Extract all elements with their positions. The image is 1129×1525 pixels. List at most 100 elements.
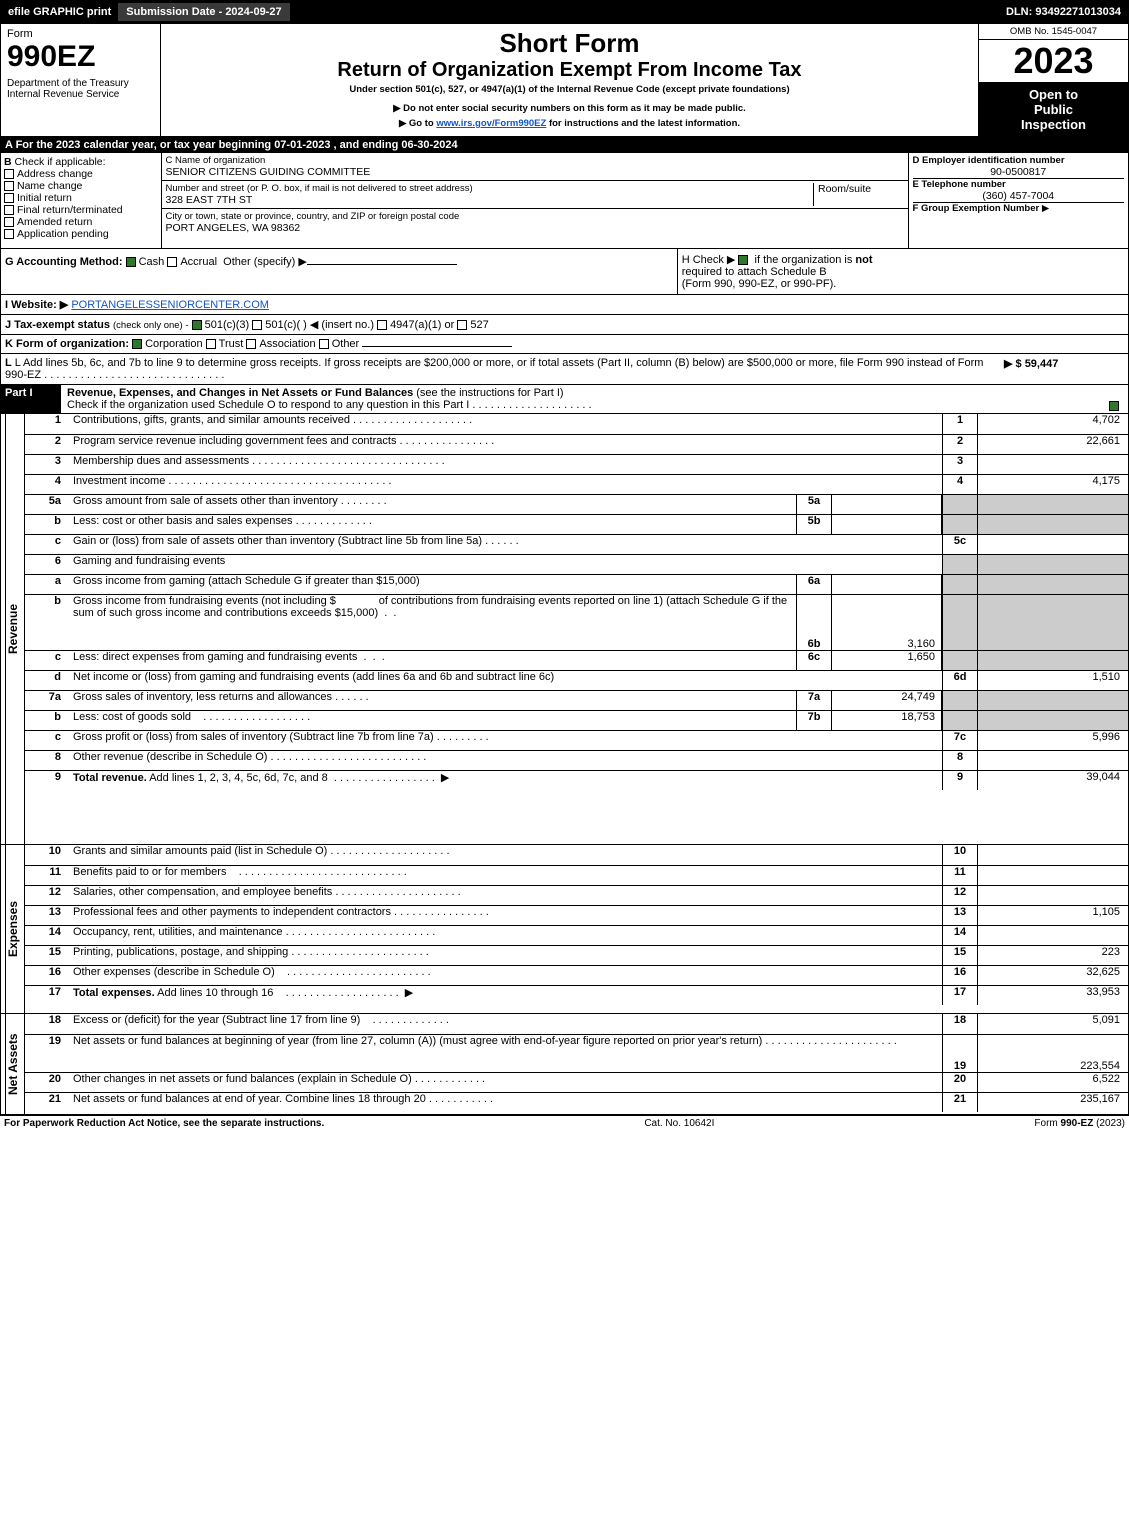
section-a-taxyear: A For the 2023 calendar year, or tax yea… xyxy=(1,137,1128,153)
checkbox-527[interactable] xyxy=(457,320,467,330)
checkbox-application-pending[interactable] xyxy=(4,229,14,239)
line-6c-no: c xyxy=(25,651,71,670)
line-18-value: 5,091 xyxy=(978,1014,1128,1034)
ssn-note: ▶ Do not enter social security numbers o… xyxy=(165,103,974,114)
checkbox-501c3[interactable] xyxy=(192,320,202,330)
line-9-no: 9 xyxy=(25,771,71,790)
opt-name-change: Name change xyxy=(17,180,82,192)
line-18-no: 18 xyxy=(25,1014,71,1034)
line-7b-no: b xyxy=(25,711,71,730)
info-grid: B Check if applicable: Address change Na… xyxy=(1,153,1128,248)
line-11-value xyxy=(978,866,1128,885)
line-6b-sv: 3,160 xyxy=(832,595,942,650)
line-13-rn: 13 xyxy=(942,906,978,925)
section-i-label: I Website: ▶ xyxy=(5,299,68,311)
line-6a-rn-grey xyxy=(942,575,978,594)
form-ref: Form 990-EZ (2023) xyxy=(1034,1118,1125,1129)
line-5c-value xyxy=(978,535,1128,554)
checkbox-corporation[interactable] xyxy=(132,339,142,349)
line-5a-sn: 5a xyxy=(796,495,832,514)
section-k-label: K Form of organization: xyxy=(5,338,129,350)
section-h-not: not xyxy=(855,254,872,266)
line-6b-desc1: Gross income from fundraising events (no… xyxy=(73,595,336,607)
line-20-desc: Other changes in net assets or fund bala… xyxy=(73,1073,412,1085)
checkbox-501c-other[interactable] xyxy=(252,320,262,330)
checkbox-other-org[interactable] xyxy=(319,339,329,349)
checkbox-amended-return[interactable] xyxy=(4,217,14,227)
line-6-desc: Gaming and fundraising events xyxy=(73,555,225,567)
line-6b-rn-grey xyxy=(942,595,978,650)
line-6-rn-grey xyxy=(942,555,978,574)
line-5a-desc: Gross amount from sale of assets other t… xyxy=(73,495,338,507)
checkbox-accrual[interactable] xyxy=(167,257,177,267)
line-18-rn: 18 xyxy=(942,1014,978,1034)
line-11-rn: 11 xyxy=(942,866,978,885)
other-org-input[interactable] xyxy=(362,346,512,347)
dept-treasury: Department of the Treasury xyxy=(7,78,154,89)
paperwork-notice: For Paperwork Reduction Act Notice, see … xyxy=(4,1118,324,1129)
line-15-no: 15 xyxy=(25,946,71,965)
catalog-number: Cat. No. 10642I xyxy=(644,1118,714,1129)
line-6d-value: 1,510 xyxy=(978,671,1128,690)
line-9-value: 39,044 xyxy=(978,771,1128,790)
line-9-rn: 9 xyxy=(942,771,978,790)
irs-link[interactable]: www.irs.gov/Form990EZ xyxy=(436,118,546,129)
line-18-desc: Excess or (deficit) for the year (Subtra… xyxy=(73,1014,360,1026)
line-7a-sv: 24,749 xyxy=(832,691,942,710)
checkbox-schedule-o[interactable] xyxy=(1109,401,1119,411)
main-title: Return of Organization Exempt From Incom… xyxy=(165,59,974,82)
section-h-text3: required to attach Schedule B xyxy=(682,266,827,278)
line-6a-rv-grey xyxy=(978,575,1128,594)
checkbox-schedule-b[interactable] xyxy=(738,255,748,265)
street-label: Number and street (or P. O. box, if mail… xyxy=(166,183,814,194)
line-12-desc: Salaries, other compensation, and employ… xyxy=(73,886,332,898)
line-6a-sn: 6a xyxy=(796,575,832,594)
checkbox-cash[interactable] xyxy=(126,257,136,267)
section-b-letter: B xyxy=(4,156,12,168)
section-j-sub: (check only one) - xyxy=(113,320,189,331)
subtitle: Under section 501(c), 527, or 4947(a)(1)… xyxy=(165,84,974,95)
line-7c-value: 5,996 xyxy=(978,731,1128,750)
part1-heading: Revenue, Expenses, and Changes in Net As… xyxy=(67,387,413,399)
line-20-value: 6,522 xyxy=(978,1073,1128,1092)
line-20-no: 20 xyxy=(25,1073,71,1092)
line-5c-rn: 5c xyxy=(942,535,978,554)
line-6b-rv-grey xyxy=(978,595,1128,650)
line-6a-sv xyxy=(832,575,942,594)
line-16-rn: 16 xyxy=(942,966,978,985)
line-6c-rn-grey xyxy=(942,651,978,670)
opt-accrual: Accrual xyxy=(180,256,217,268)
website-link[interactable]: PORTANGELESSENIORCENTER.COM xyxy=(71,299,269,311)
line-6c-rv-grey xyxy=(978,651,1128,670)
form-number: 990EZ xyxy=(7,40,154,74)
gross-receipts-amount: ▶ $ 59,447 xyxy=(1004,357,1124,381)
line-5b-rn-grey xyxy=(942,515,978,534)
opt-association: Association xyxy=(259,338,315,350)
checkbox-name-change[interactable] xyxy=(4,181,14,191)
opt-address-change: Address change xyxy=(17,168,93,180)
line-11-desc: Benefits paid to or for members xyxy=(73,866,226,878)
line-7b-rv-grey xyxy=(978,711,1128,730)
badge-line1: Open to xyxy=(985,87,1122,102)
section-g-label: G Accounting Method: xyxy=(5,256,123,268)
goto-suffix: for instructions and the latest informat… xyxy=(546,118,740,129)
part1-heading-paren: (see the instructions for Part I) xyxy=(416,387,563,399)
checkbox-address-change[interactable] xyxy=(4,169,14,179)
checkbox-final-return[interactable] xyxy=(4,205,14,215)
line-13-no: 13 xyxy=(25,906,71,925)
line-17-rn: 17 xyxy=(942,986,978,1005)
line-12-rn: 12 xyxy=(942,886,978,905)
submission-date-button[interactable]: Submission Date - 2024-09-27 xyxy=(117,2,290,22)
checkbox-initial-return[interactable] xyxy=(4,193,14,203)
line-3-rn: 3 xyxy=(942,455,978,474)
line-5a-rn-grey xyxy=(942,495,978,514)
line-14-desc: Occupancy, rent, utilities, and maintena… xyxy=(73,926,283,938)
line-16-desc: Other expenses (describe in Schedule O) xyxy=(73,966,275,978)
other-specify-input[interactable] xyxy=(307,264,457,265)
opt-4947a1: 4947(a)(1) or xyxy=(390,319,454,331)
opt-cash: Cash xyxy=(139,256,165,268)
efile-label: efile GRAPHIC print xyxy=(2,4,117,20)
checkbox-trust[interactable] xyxy=(206,339,216,349)
checkbox-4947a1[interactable] xyxy=(377,320,387,330)
checkbox-association[interactable] xyxy=(246,339,256,349)
